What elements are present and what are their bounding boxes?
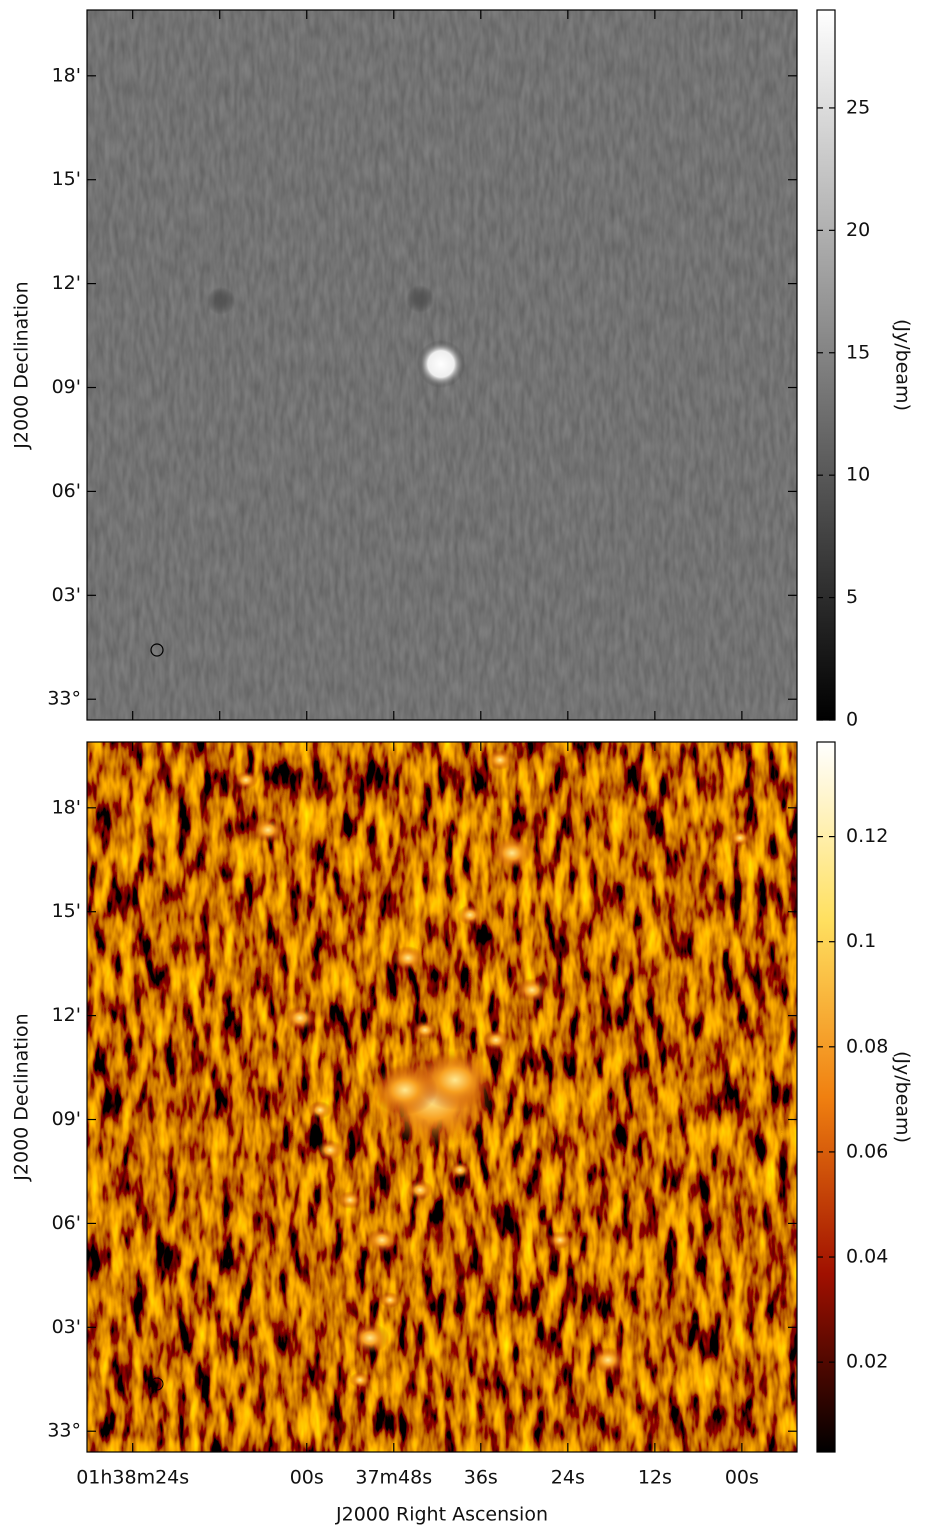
emission-blob bbox=[350, 1323, 390, 1353]
emission-blob bbox=[284, 1006, 316, 1030]
emission-blob bbox=[516, 978, 548, 1002]
colorbar-tick-label: 0.06 bbox=[846, 1140, 888, 1162]
colorbar-tick-label: 0.1 bbox=[846, 930, 876, 952]
emission-blob bbox=[234, 771, 258, 789]
emission-blob bbox=[392, 946, 424, 970]
axes: 33° 03' 06' 09' 12' 15' 18' J2000 Declination 0 5… bbox=[11, 9, 914, 1526]
emission-blob bbox=[729, 830, 751, 846]
emission-blob bbox=[591, 1347, 625, 1373]
colorbar-tick-label: 15 bbox=[846, 341, 870, 363]
colorbar bbox=[816, 741, 836, 1453]
colorbar-tick-label: 25 bbox=[846, 96, 870, 118]
plot-frame bbox=[86, 9, 798, 721]
emission-blob bbox=[457, 905, 483, 925]
y-tick-label: 18' bbox=[52, 64, 81, 86]
y-tick-label: 33° bbox=[47, 688, 81, 710]
x-axis-label: J2000 Right Ascension bbox=[335, 1504, 548, 1526]
colorbar-tick-label: 0.08 bbox=[846, 1035, 888, 1057]
emission-blob bbox=[487, 750, 513, 770]
colorbar-tick-label: 5 bbox=[846, 586, 858, 608]
colorbar-tick-label: 0.04 bbox=[846, 1246, 888, 1268]
colorbar-tick-label: 0.02 bbox=[846, 1351, 888, 1373]
y-tick-label: 12' bbox=[52, 1004, 81, 1026]
y-tick-label: 03' bbox=[52, 1316, 81, 1338]
y-tick-label: 15' bbox=[52, 168, 81, 190]
y-tick-label: 09' bbox=[52, 1108, 81, 1130]
x-tick-label: 01h38m24s bbox=[76, 1467, 189, 1489]
y-axis-label: J2000 Declination bbox=[11, 1013, 33, 1181]
y-tick-label: 06' bbox=[52, 480, 81, 502]
x-tick-label: 37m48s bbox=[355, 1467, 432, 1489]
y-tick-label: 03' bbox=[52, 584, 81, 606]
x-tick-label: 00s bbox=[290, 1467, 324, 1489]
x-tick-label: 24s bbox=[551, 1467, 585, 1489]
y-tick-label: 12' bbox=[52, 272, 81, 294]
emission-blob bbox=[349, 1372, 371, 1388]
emission-blob bbox=[317, 1140, 343, 1160]
beam bbox=[150, 643, 164, 657]
x-tick-label: 00s bbox=[725, 1467, 759, 1489]
plot-frame bbox=[86, 741, 798, 1453]
emission-blob bbox=[483, 1030, 509, 1050]
colorbar-tick-label: 0 bbox=[846, 709, 858, 731]
emission-blob bbox=[372, 1065, 438, 1115]
emission bbox=[234, 750, 751, 1388]
emission-blob bbox=[379, 1292, 401, 1308]
emission-blob bbox=[366, 1228, 398, 1252]
colorbar-label: (Jy/beam) bbox=[892, 319, 914, 411]
y-tick-label: 15' bbox=[52, 900, 81, 922]
bright-source bbox=[417, 340, 465, 388]
emission-blob bbox=[413, 1021, 437, 1039]
emission-blob bbox=[308, 1101, 332, 1119]
faint-source bbox=[406, 285, 434, 313]
emission-blob bbox=[491, 837, 533, 869]
x-tick-label: 12s bbox=[638, 1467, 672, 1489]
colorbar-tick-label: 10 bbox=[846, 464, 870, 486]
y-tick-label: 06' bbox=[52, 1212, 81, 1234]
y-axis-label: J2000 Declination bbox=[11, 281, 33, 449]
faint-source bbox=[207, 287, 235, 315]
emission-blob bbox=[449, 1162, 471, 1178]
emission-blob bbox=[252, 818, 284, 842]
emission-blob bbox=[548, 1231, 572, 1249]
x-tick-label: 36s bbox=[464, 1467, 498, 1489]
colorbar-tick-label: 0.12 bbox=[846, 825, 888, 847]
beam bbox=[150, 1377, 164, 1391]
y-tick-label: 09' bbox=[52, 376, 81, 398]
colorbar-tick-label: 20 bbox=[846, 219, 870, 241]
colorbar-label: (Jy/beam) bbox=[892, 1051, 914, 1143]
emission-blob bbox=[338, 1191, 362, 1209]
colorbar bbox=[816, 9, 836, 721]
emission-blob bbox=[407, 1180, 433, 1200]
y-tick-label: 18' bbox=[52, 796, 81, 818]
y-tick-label: 33° bbox=[47, 1420, 81, 1442]
